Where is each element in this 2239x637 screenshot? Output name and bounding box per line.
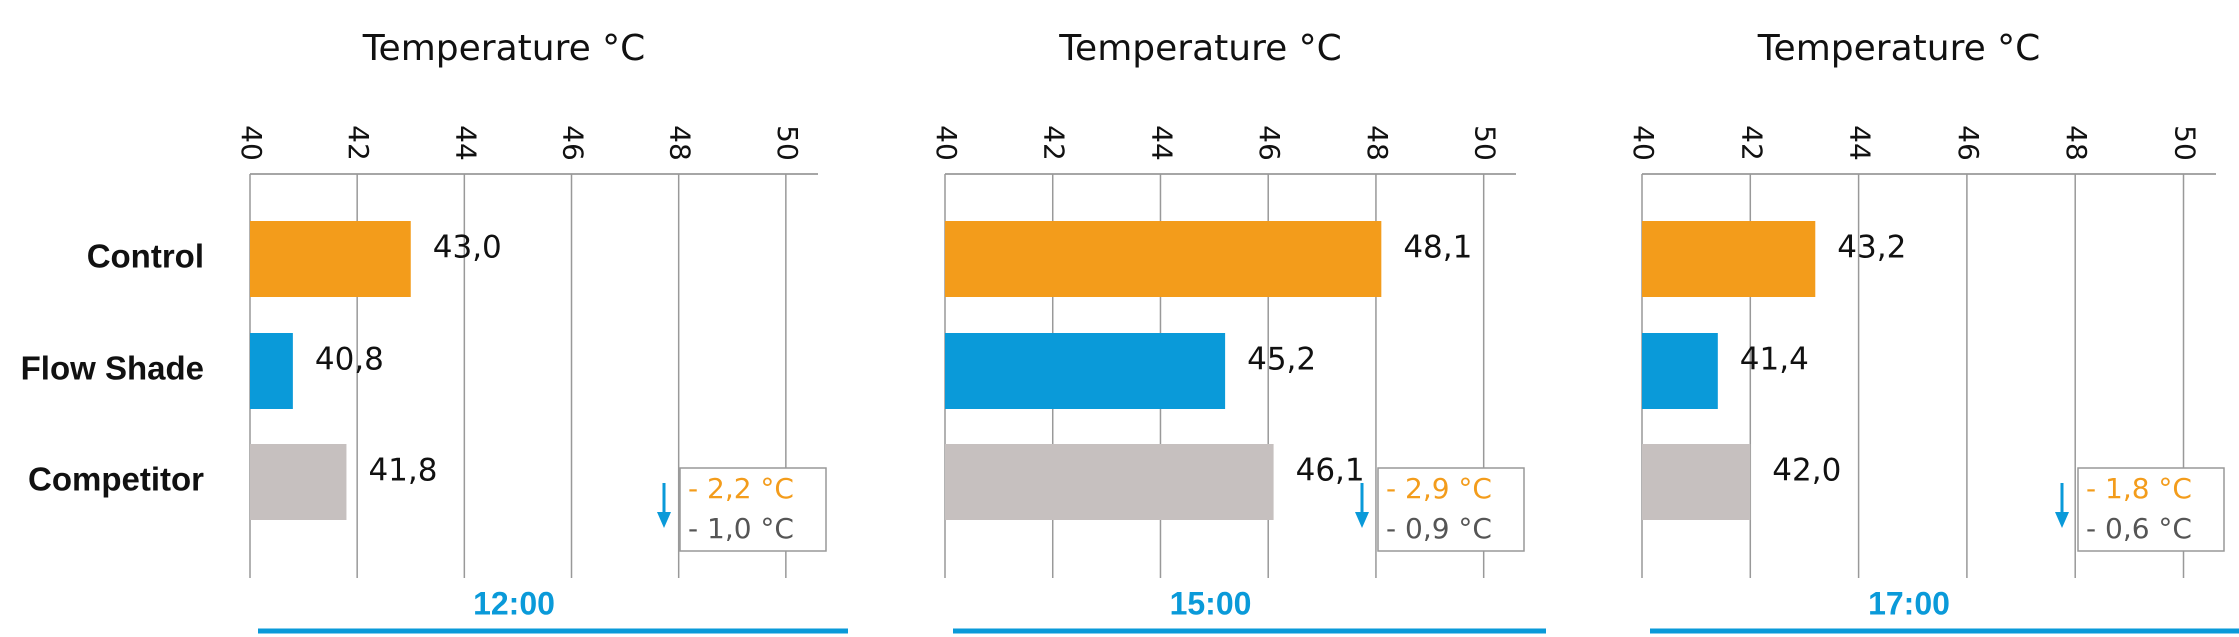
category-label: Flow Shade: [21, 350, 204, 387]
x-tick-label: 48: [664, 125, 697, 161]
x-tick-label: 50: [2169, 125, 2202, 161]
value-label: 40,8: [315, 342, 384, 378]
annotation: - 2,2 °C: [688, 472, 794, 505]
x-tick-label: 50: [1469, 125, 1502, 161]
annotation: - 1,8 °C: [2086, 472, 2192, 505]
bar: [250, 333, 293, 409]
bar: [1642, 444, 1751, 520]
x-tick-label: 40: [930, 125, 963, 161]
chart-title: Temperature °C: [1757, 28, 2041, 69]
value-label: 45,2: [1247, 342, 1316, 378]
x-tick-label: 48: [2060, 125, 2093, 161]
category-label: Competitor: [28, 461, 204, 498]
value-label: 41,8: [368, 453, 437, 489]
x-tick-label: 42: [1038, 125, 1071, 161]
value-label: 42,0: [1772, 453, 1841, 489]
annotation: - 1,0 °C: [688, 512, 794, 545]
x-tick-label: 46: [557, 125, 590, 161]
chart-title: Temperature °C: [362, 28, 646, 69]
x-axis-label: 12:00: [473, 585, 555, 621]
x-tick-label: 44: [449, 125, 482, 161]
x-tick-label: 42: [1735, 125, 1768, 161]
x-tick-label: 40: [1627, 125, 1660, 161]
annotation-box: [2077, 467, 2225, 552]
bar: [1642, 333, 1718, 409]
annotation: - 0,6 °C: [2086, 512, 2192, 545]
value-label: 43,0: [433, 230, 502, 266]
value-label: 46,1: [1296, 453, 1365, 489]
value-label: 48,1: [1403, 230, 1472, 266]
x-tick-label: 50: [771, 125, 804, 161]
x-tick-label: 44: [1145, 125, 1178, 161]
x-tick-label: 44: [1844, 125, 1877, 161]
category-label: Control: [87, 238, 204, 275]
x-tick-label: 42: [342, 125, 375, 161]
bar: [945, 333, 1226, 409]
bar: [1642, 221, 1816, 297]
x-tick-label: 48: [1361, 125, 1394, 161]
value-label: 41,4: [1740, 342, 1809, 378]
bar: [945, 444, 1274, 520]
value-label: 43,2: [1837, 230, 1906, 266]
arrow-head: [657, 512, 671, 528]
x-axis-label: 15:00: [1170, 585, 1252, 621]
arrow-head: [2055, 512, 2069, 528]
annotation: - 2,9 °C: [1386, 472, 1492, 505]
annotation: - 0,9 °C: [1386, 512, 1492, 545]
x-axis-label: 17:00: [1868, 585, 1950, 621]
annotation-box: [679, 467, 827, 552]
bar: [945, 221, 1382, 297]
annotation-box: [1377, 467, 1525, 552]
chart-title: Temperature °C: [1058, 28, 1342, 69]
x-tick-label: 40: [235, 125, 268, 161]
bar: [250, 444, 347, 520]
x-tick-label: 46: [1952, 125, 1985, 161]
arrow-head: [1355, 512, 1369, 528]
bar: [250, 221, 411, 297]
x-tick-label: 46: [1253, 125, 1286, 161]
